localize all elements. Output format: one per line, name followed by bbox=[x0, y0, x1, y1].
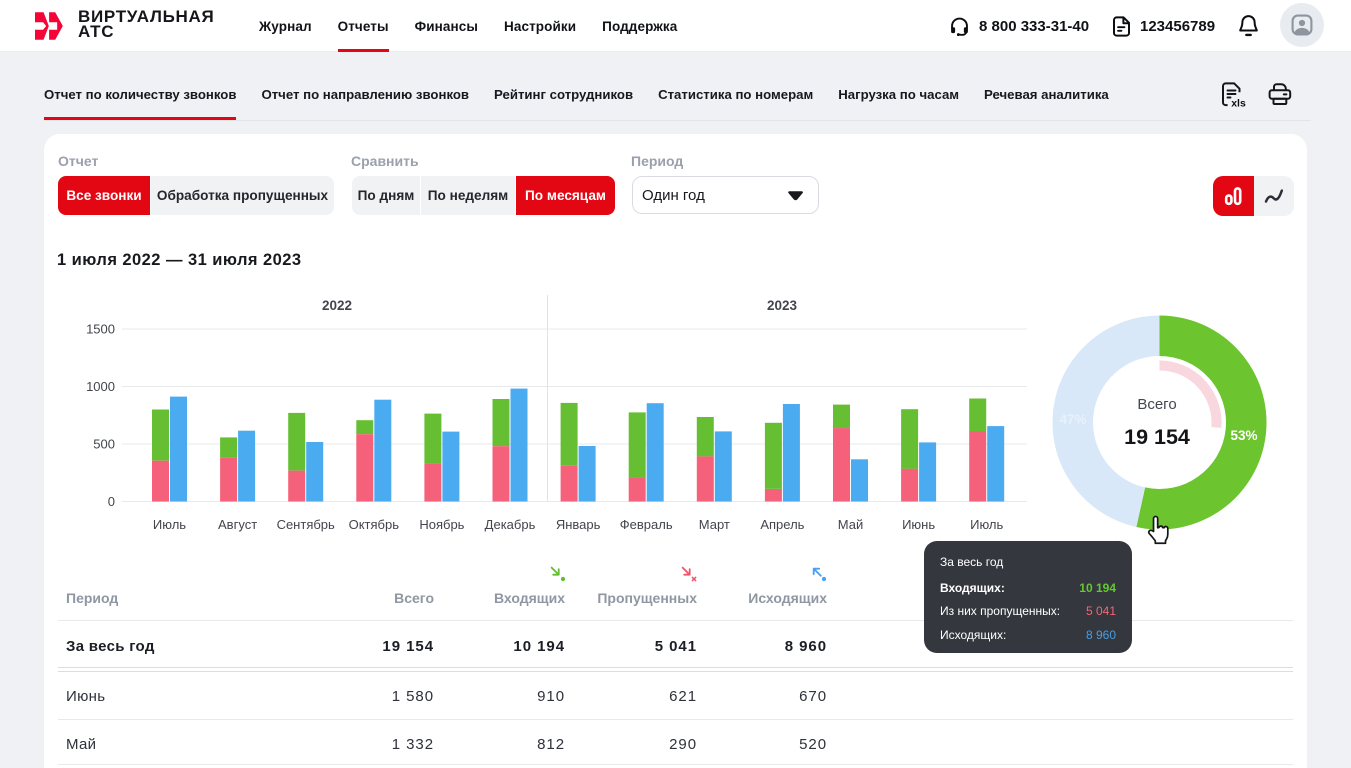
svg-text:1000: 1000 bbox=[86, 379, 115, 394]
svg-text:Январь: Январь bbox=[556, 517, 601, 532]
svg-text:Декабрь: Декабрь bbox=[485, 517, 536, 532]
svg-text:Ноябрь: Ноябрь bbox=[419, 517, 464, 532]
svg-text:Всего: Всего bbox=[1137, 396, 1176, 413]
svg-text:0: 0 bbox=[108, 494, 115, 509]
svg-text:Июль: Июль bbox=[153, 517, 186, 532]
svg-text:Сентябрь: Сентябрь bbox=[277, 517, 335, 532]
svg-text:Март: Март bbox=[699, 517, 730, 532]
svg-text:Июль: Июль bbox=[970, 517, 1003, 532]
svg-text:2023: 2023 bbox=[767, 298, 798, 313]
svg-text:Май: Май bbox=[838, 517, 863, 532]
svg-text:2022: 2022 bbox=[322, 298, 352, 313]
svg-text:Апрель: Апрель bbox=[760, 517, 804, 532]
svg-text:1500: 1500 bbox=[86, 322, 115, 337]
svg-text:xls: xls bbox=[1231, 98, 1246, 108]
svg-text:Июнь: Июнь bbox=[902, 517, 935, 532]
svg-text:Август: Август bbox=[218, 517, 257, 532]
svg-text:Февраль: Февраль bbox=[620, 517, 673, 532]
svg-text:19 154: 19 154 bbox=[1124, 425, 1190, 449]
svg-text:500: 500 bbox=[93, 437, 115, 452]
svg-text:53%: 53% bbox=[1230, 428, 1257, 443]
svg-text:Октябрь: Октябрь bbox=[349, 517, 400, 532]
svg-text:47%: 47% bbox=[1059, 412, 1086, 427]
